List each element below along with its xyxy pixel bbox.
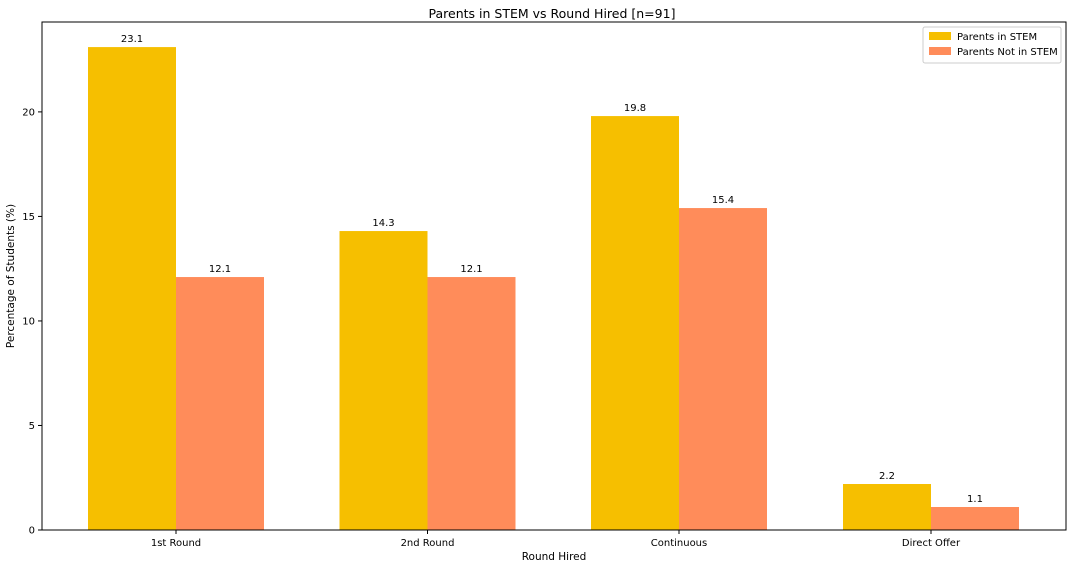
x-tick-label: Continuous [651,538,707,549]
legend-swatch [929,47,951,55]
legend-label: Parents Not in STEM [957,47,1058,58]
bar-value-label: 15.4 [712,195,734,206]
y-tick-label: 15 [22,212,35,223]
y-tick-label: 10 [22,316,35,327]
bar-value-label: 12.1 [209,264,231,275]
legend-box [922,26,1062,64]
y-tick-label: 5 [29,421,35,432]
legend: Parents in STEM Parents Not in STEM [922,26,1062,64]
x-tick-label: Direct Offer [902,538,961,549]
bar-parents-in-stem-3 [843,484,931,530]
bars-group [88,47,1019,531]
bar-value-label: 19.8 [624,103,646,114]
x-axis: 1st Round 2nd Round Continuous Direct Offer [151,530,961,549]
bar-value-label: 23.1 [121,34,143,45]
y-axis: 0 5 10 15 20 [22,107,42,537]
bar-parents-not-in-stem-0 [176,277,264,530]
plot-frame [41,21,1067,531]
y-axis-label: Percentage of Students (%) [5,204,17,348]
bar-parents-not-in-stem-1 [427,277,516,530]
chart-title: Parents in STEM vs Round Hired [n=91] [429,6,676,21]
y-tick-label: 20 [22,107,35,118]
legend-label: Parents in STEM [957,32,1037,43]
bar-parents-in-stem-2 [591,116,679,531]
legend-swatch [929,32,951,40]
bar-parents-not-in-stem-2 [679,208,767,530]
bar-value-label: 14.3 [372,218,394,229]
x-axis-label: Round Hired [522,551,587,563]
bar-parents-not-in-stem-3 [931,507,1019,530]
x-tick-label: 1st Round [151,538,201,549]
bar-parents-in-stem-1 [339,231,428,530]
x-tick-label: 2nd Round [401,538,455,549]
bar-value-label: 12.1 [460,264,482,275]
y-tick-label: 0 [29,526,35,537]
bar-value-label: 2.2 [879,471,895,482]
bar-parents-in-stem-0 [88,47,176,530]
bar-labels-group: 23.1 12.1 14.3 12.1 19.8 15.4 2.2 1.1 [121,34,983,505]
bar-value-label: 1.1 [967,494,983,505]
